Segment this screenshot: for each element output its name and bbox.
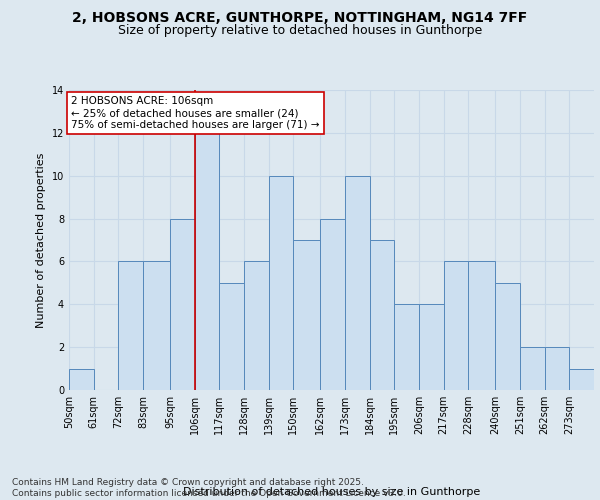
Bar [69, 368, 94, 390]
Y-axis label: Number of detached properties: Number of detached properties [36, 152, 46, 328]
Bar [569, 368, 594, 390]
Bar [118, 262, 143, 390]
Bar [520, 347, 545, 390]
Bar [443, 262, 469, 390]
Bar [220, 283, 244, 390]
Text: Contains HM Land Registry data © Crown copyright and database right 2025.
Contai: Contains HM Land Registry data © Crown c… [12, 478, 406, 498]
Bar [244, 262, 269, 390]
Bar [495, 283, 520, 390]
Bar [545, 347, 569, 390]
Bar [143, 262, 170, 390]
Bar [419, 304, 443, 390]
X-axis label: Distribution of detached houses by size in Gunthorpe: Distribution of detached houses by size … [183, 487, 480, 497]
Bar [269, 176, 293, 390]
Bar [394, 304, 419, 390]
Bar [194, 133, 220, 390]
Bar [469, 262, 495, 390]
Text: 2 HOBSONS ACRE: 106sqm
← 25% of detached houses are smaller (24)
75% of semi-det: 2 HOBSONS ACRE: 106sqm ← 25% of detached… [71, 96, 320, 130]
Bar [293, 240, 320, 390]
Text: Size of property relative to detached houses in Gunthorpe: Size of property relative to detached ho… [118, 24, 482, 37]
Bar [170, 218, 194, 390]
Bar [320, 218, 345, 390]
Bar [370, 240, 394, 390]
Text: 2, HOBSONS ACRE, GUNTHORPE, NOTTINGHAM, NG14 7FF: 2, HOBSONS ACRE, GUNTHORPE, NOTTINGHAM, … [73, 11, 527, 25]
Bar [345, 176, 370, 390]
